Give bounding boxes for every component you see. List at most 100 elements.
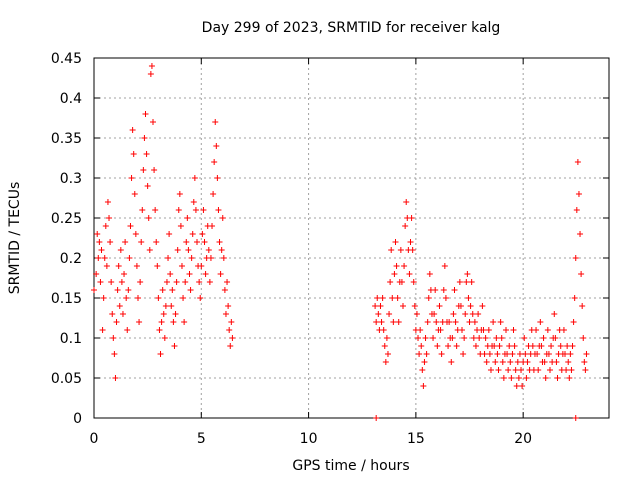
data-point	[431, 311, 438, 317]
data-point	[475, 311, 482, 317]
data-point	[142, 111, 149, 117]
data-point	[562, 351, 569, 357]
data-point	[199, 231, 206, 237]
data-point	[173, 279, 180, 285]
data-point	[127, 223, 134, 229]
data-point	[461, 335, 468, 341]
data-point	[141, 135, 148, 141]
data-point	[171, 343, 178, 349]
data-point	[137, 279, 144, 285]
data-point	[103, 263, 110, 269]
data-point	[156, 327, 163, 333]
data-point	[577, 231, 584, 237]
data-point	[426, 271, 433, 277]
data-point	[465, 295, 472, 301]
data-point	[112, 375, 119, 381]
data-point	[390, 319, 397, 325]
data-point	[215, 207, 222, 213]
y-tick-label: 0.4	[60, 91, 82, 107]
data-point	[207, 255, 214, 261]
data-point	[377, 303, 384, 309]
data-point	[172, 311, 179, 317]
data-point	[100, 295, 107, 301]
y-tick-label: 0.25	[51, 211, 82, 227]
data-point	[568, 367, 575, 373]
data-point	[110, 335, 117, 341]
data-point	[194, 239, 200, 245]
data-point	[397, 247, 404, 253]
data-point	[224, 279, 231, 285]
data-point	[513, 383, 520, 389]
data-point	[537, 319, 544, 325]
chart-title: Day 299 of 2023, SRMTID for receiver kal…	[202, 20, 501, 36]
data-point	[581, 359, 588, 365]
data-point	[519, 383, 526, 389]
grid	[94, 58, 609, 418]
data-point	[104, 199, 111, 205]
data-point	[138, 239, 145, 245]
data-point	[416, 351, 423, 357]
data-point	[402, 223, 409, 229]
y-tick-label: 0.1	[60, 331, 82, 347]
y-tick-label: 0	[73, 411, 82, 427]
y-tick-labels: 0 0.05 0.1 0.15 0.2 0.25 0.3 0.35 0.4 0.45	[51, 51, 82, 427]
data-point	[500, 375, 507, 381]
data-point	[479, 303, 486, 309]
data-point	[571, 295, 578, 301]
data-point	[229, 335, 236, 341]
data-point	[117, 247, 124, 253]
data-point	[133, 263, 140, 269]
data-point	[384, 351, 391, 357]
data-point	[442, 295, 449, 301]
data-point	[212, 119, 219, 125]
data-point	[565, 359, 572, 365]
data-point	[176, 191, 183, 197]
data-point	[423, 351, 430, 357]
axis-ticks	[93, 57, 609, 419]
data-point	[456, 279, 463, 285]
data-point	[388, 247, 395, 253]
data-point	[529, 343, 536, 349]
data-point	[578, 271, 585, 277]
data-point	[554, 375, 561, 381]
data-point	[186, 271, 193, 277]
data-point	[424, 319, 431, 325]
data-point	[139, 207, 146, 213]
data-point	[202, 271, 209, 277]
data-point	[216, 239, 223, 245]
data-point	[387, 279, 394, 285]
data-point	[217, 271, 224, 277]
data-point	[492, 359, 499, 365]
data-point	[535, 367, 542, 373]
data-point	[111, 351, 118, 357]
data-point	[95, 255, 102, 261]
data-point	[381, 343, 388, 349]
data-point	[106, 215, 113, 221]
data-point	[582, 367, 589, 373]
data-point	[374, 295, 381, 301]
data-point	[91, 287, 97, 293]
data-point	[523, 375, 530, 381]
data-point	[408, 215, 415, 221]
data-point	[441, 263, 448, 269]
data-point	[425, 295, 432, 301]
x-tick-labels: 0 5 10 15 20	[90, 431, 533, 447]
data-point	[140, 167, 147, 173]
data-point	[167, 271, 174, 277]
data-point	[191, 175, 198, 181]
data-point	[146, 247, 153, 253]
data-point	[183, 239, 190, 245]
data-point	[161, 335, 168, 341]
data-point	[113, 319, 120, 325]
data-point	[445, 343, 452, 349]
data-point	[490, 319, 497, 325]
data-point	[119, 311, 126, 317]
data-point	[180, 295, 187, 301]
data-point	[200, 207, 207, 213]
data-point	[184, 215, 191, 221]
data-point	[159, 287, 166, 293]
data-point	[574, 159, 581, 165]
data-point	[170, 319, 177, 325]
data-point	[101, 255, 108, 261]
data-point	[476, 335, 483, 341]
